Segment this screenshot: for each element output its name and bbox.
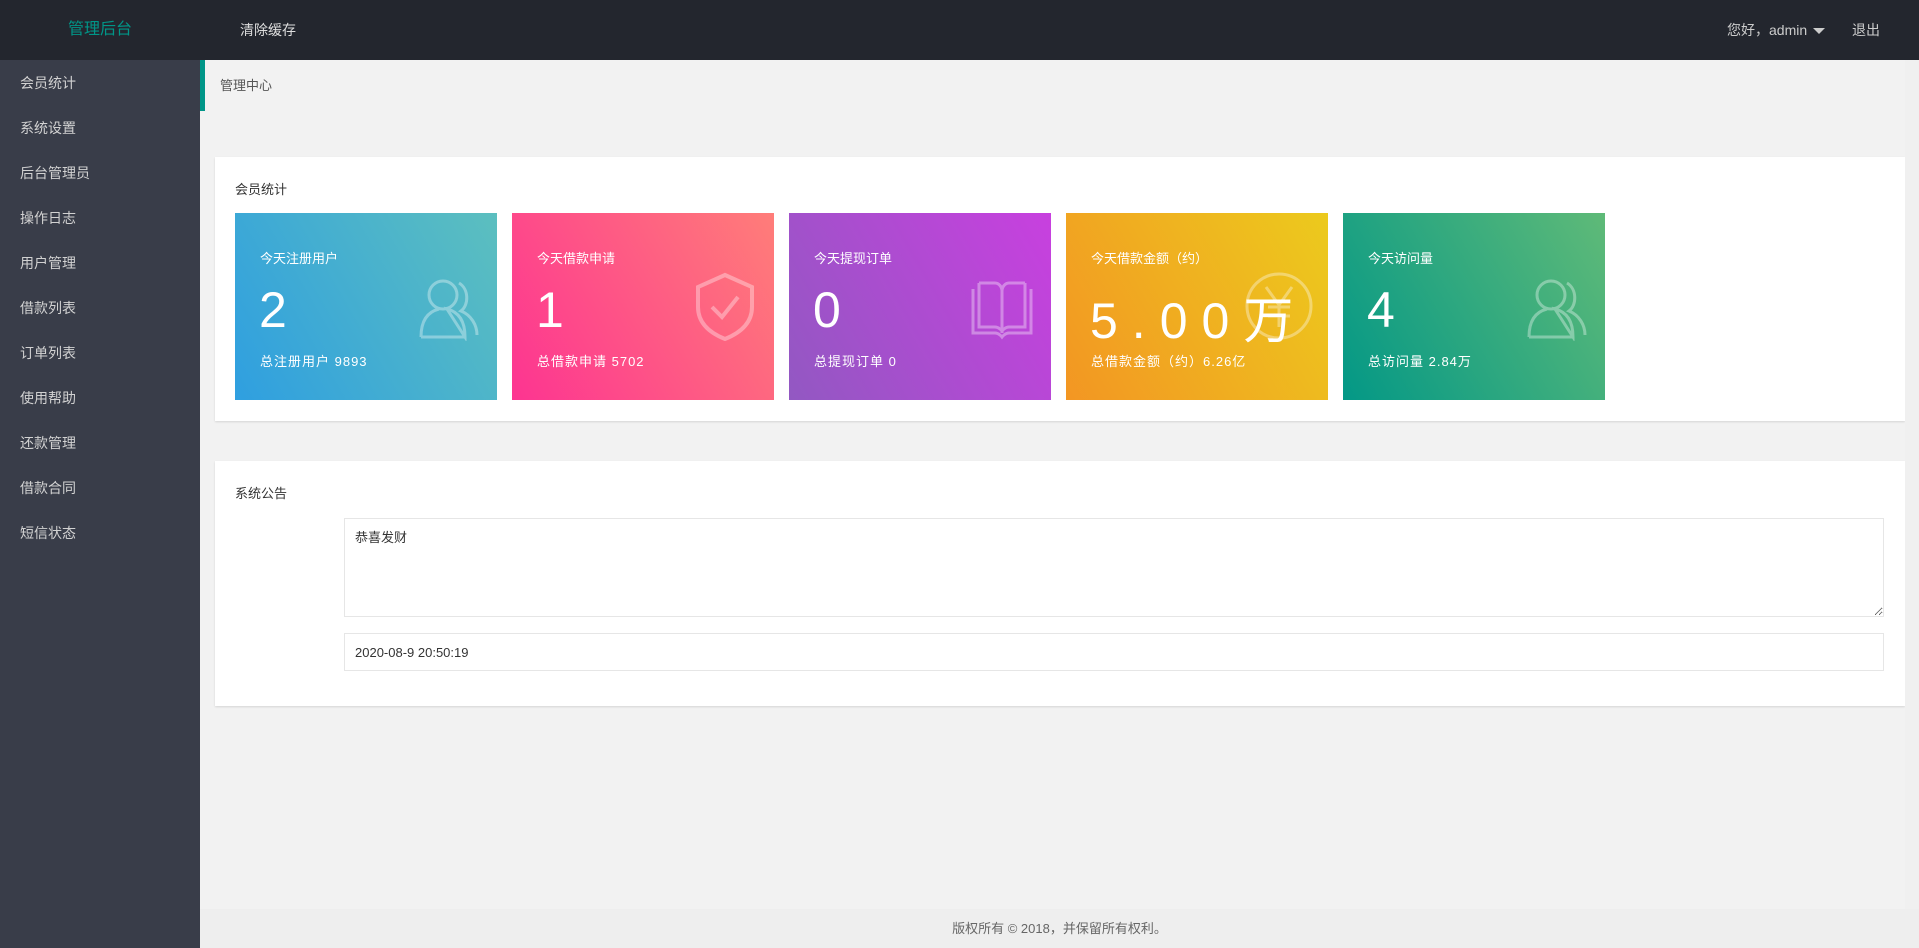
footer: 版权所有 © 2018，并保留所有权利。 [200,909,1919,948]
logout-button[interactable]: 退出 [1852,22,1880,38]
stat-card-total: 总借款金额（约）6.26亿 [1091,354,1247,369]
sidebar-item-loan-contract[interactable]: 借款合同 [20,480,76,496]
stat-card-title: 今天提现订单 [814,251,893,266]
stat-card-value: 2 [259,282,301,338]
stats-panel: 会员统计 今天注册用户 2 总注册用户 9893 今天借款申请 1 总借款申请 … [215,157,1905,421]
stat-card-total: 总访问量 2.84万 [1368,354,1472,369]
stat-card: 今天注册用户 2 总注册用户 9893 [235,213,497,400]
stat-card-title: 今天借款金额（约） [1091,251,1209,266]
stat-card-value: 0 [813,282,855,338]
sidebar: 会员统计 系统设置 后台管理员 操作日志 用户管理 借款列表 订单列表 使用帮助… [0,60,200,948]
stat-card-title: 今天访问量 [1368,251,1434,266]
sidebar-item-operation-log[interactable]: 操作日志 [20,210,76,226]
yen-icon [1245,272,1313,340]
sidebar-item-admins[interactable]: 后台管理员 [20,165,90,181]
stat-card-total: 总注册用户 9893 [260,354,368,369]
logo[interactable]: 管理后台 [67,21,132,38]
notice-title: 系统公告 [235,486,288,501]
stats-title: 会员统计 [235,182,288,197]
stat-card: 今天借款金额（约） 5.00万 总借款金额（约）6.26亿 [1066,213,1328,400]
stat-card: 今天访问量 4 总访问量 2.84万 [1343,213,1605,400]
stat-card-title: 今天注册用户 [260,251,339,266]
stat-card-total: 总提现订单 0 [814,354,897,369]
sidebar-item-sms-status[interactable]: 短信状态 [20,525,76,541]
stat-card-total: 总借款申请 5702 [537,354,645,369]
notice-content-input[interactable]: 恭喜发财 [344,518,1884,617]
stat-card: 今天提现订单 0 总提现订单 0 [789,213,1051,400]
users-icon [419,279,479,341]
sidebar-item-repayment[interactable]: 还款管理 [20,435,76,451]
sidebar-item-loan-list[interactable]: 借款列表 [20,300,76,316]
notice-panel: 系统公告 恭喜发财 [215,461,1905,706]
user-menu[interactable]: 您好，admin [1727,0,1826,60]
caret-down-icon [1813,28,1826,35]
top-header: 管理后台 清除缓存 您好，admin 退出 [0,0,1919,60]
greeting: 您好，admin [1727,22,1808,38]
sidebar-item-help[interactable]: 使用帮助 [20,390,76,406]
scrollbar[interactable] [1905,60,1919,909]
stat-card-title: 今天借款申请 [537,251,616,266]
book-icon [971,281,1033,340]
stat-card: 今天借款申请 1 总借款申请 5702 [512,213,774,400]
shield-check-icon [696,272,754,341]
stat-card-value: 4 [1367,282,1409,338]
stat-card-value: 1 [536,282,578,338]
sidebar-item-order-list[interactable]: 订单列表 [20,345,76,361]
stat-card-value: 5.00万 [1090,293,1308,349]
breadcrumb: 管理中心 [200,60,1919,111]
sidebar-item-user-management[interactable]: 用户管理 [20,255,76,271]
notice-time-input[interactable] [344,633,1884,671]
sidebar-item-member-stats[interactable]: 会员统计 [20,75,76,91]
users-icon [1527,279,1587,341]
sidebar-item-system-settings[interactable]: 系统设置 [20,120,76,136]
clear-cache-button[interactable]: 清除缓存 [240,22,296,38]
